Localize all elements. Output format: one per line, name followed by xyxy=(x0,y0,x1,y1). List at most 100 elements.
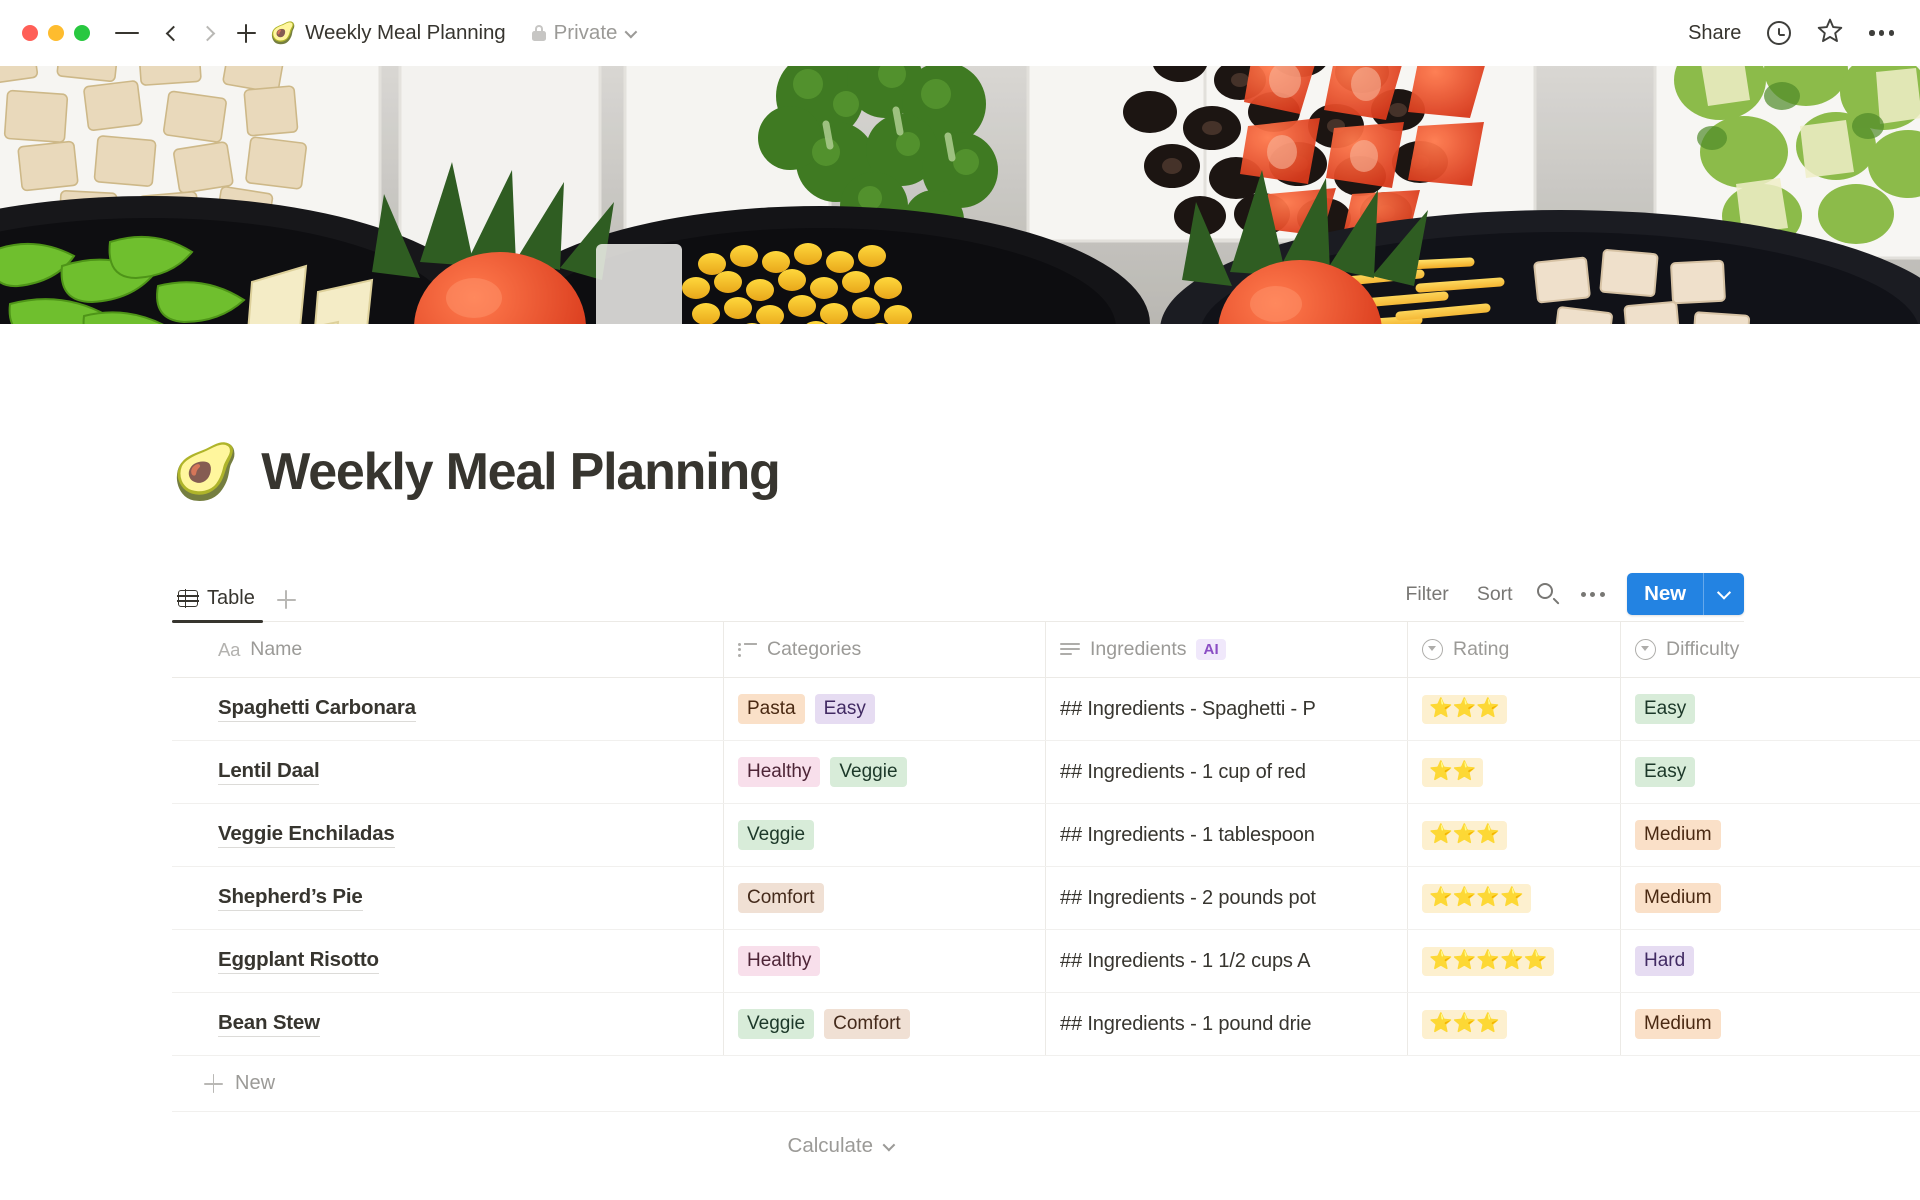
cell-ingredients[interactable]: ## Ingredients - 1 pound drie xyxy=(1046,993,1408,1056)
table-header-row: Aa Name Categories Ingredien xyxy=(172,622,1920,679)
record-title-link[interactable]: Eggplant Risotto xyxy=(218,948,379,975)
category-tag[interactable]: Veggie xyxy=(830,757,907,788)
cell-ingredients[interactable]: ## Ingredients - 1 tablespoon xyxy=(1046,804,1408,867)
cell-categories[interactable]: Healthy xyxy=(724,930,1046,993)
record-title-link[interactable]: Shepherd’s Pie xyxy=(218,885,363,912)
chevron-right-icon[interactable] xyxy=(190,16,224,50)
cell-name[interactable]: Eggplant Risotto xyxy=(204,930,724,993)
rating-tag[interactable]: ⭐⭐ xyxy=(1422,757,1484,787)
cell-categories[interactable]: Veggie xyxy=(724,804,1046,867)
privacy-selector[interactable]: Private xyxy=(531,21,638,45)
record-title-link[interactable]: Spaghetti Carbonara xyxy=(218,696,416,723)
share-button[interactable]: Share xyxy=(1688,21,1742,44)
cell-name[interactable]: Shepherd’s Pie xyxy=(204,867,724,930)
ingredients-text: ## Ingredients - 1 cup of red xyxy=(1060,760,1306,783)
cell-name[interactable]: Spaghetti Carbonara xyxy=(204,678,724,741)
category-tag[interactable]: Comfort xyxy=(738,883,824,914)
rating-tag[interactable]: ⭐⭐⭐⭐⭐ xyxy=(1422,946,1555,976)
ingredients-text: ## Ingredients - 1 tablespoon xyxy=(1060,823,1315,846)
category-tag[interactable]: Veggie xyxy=(738,820,815,851)
cell-name[interactable]: Bean Stew xyxy=(204,993,724,1056)
page-title[interactable]: Weekly Meal Planning xyxy=(261,442,781,501)
cell-name[interactable]: Veggie Enchiladas xyxy=(204,804,724,867)
category-tag[interactable]: Comfort xyxy=(824,1009,910,1040)
rating-tag[interactable]: ⭐⭐⭐ xyxy=(1422,820,1507,850)
cell-rating[interactable]: ⭐⭐⭐⭐ xyxy=(1408,867,1621,930)
page-body: 🥑 Weekly Meal Planning Table Filter Sort xyxy=(0,324,1920,1158)
cell-name[interactable]: Lentil Daal xyxy=(204,741,724,804)
tab-table[interactable]: Table xyxy=(172,587,263,623)
close-button[interactable] xyxy=(22,25,38,41)
cell-categories[interactable]: Pasta Easy xyxy=(724,678,1046,741)
cell-rating[interactable]: ⭐⭐⭐ xyxy=(1408,678,1621,741)
column-header-name[interactable]: Aa Name xyxy=(204,622,724,678)
add-view-button[interactable] xyxy=(267,590,306,621)
maximize-button[interactable] xyxy=(74,25,90,41)
cell-ingredients[interactable]: ## Ingredients - 1 1/2 cups A xyxy=(1046,930,1408,993)
row-gutter xyxy=(172,867,204,929)
column-header-ingredients[interactable]: Ingredients AI xyxy=(1046,622,1408,678)
cell-ingredients[interactable]: ## Ingredients - 1 cup of red xyxy=(1046,741,1408,804)
table-row[interactable]: Spaghetti Carbonara Pasta Easy ## Ingredien… xyxy=(172,678,1920,742)
category-tag[interactable]: Veggie xyxy=(738,1009,815,1040)
difficulty-tag[interactable]: Hard xyxy=(1635,946,1695,977)
breadcrumb-title[interactable]: Weekly Meal Planning xyxy=(305,21,506,44)
column-header-categories[interactable]: Categories xyxy=(724,622,1046,678)
calculate-button[interactable]: Calculate xyxy=(788,1134,896,1158)
minimize-button[interactable] xyxy=(48,25,64,41)
ellipsis-icon[interactable] xyxy=(1580,591,1606,597)
ellipsis-icon[interactable] xyxy=(1869,30,1894,36)
new-record-button[interactable]: New xyxy=(1627,573,1744,616)
difficulty-tag[interactable]: Medium xyxy=(1635,1009,1721,1040)
record-title-link[interactable]: Lentil Daal xyxy=(218,759,320,786)
cell-rating[interactable]: ⭐⭐⭐ xyxy=(1408,804,1621,867)
table-row[interactable]: Veggie Enchiladas Veggie ## Ingredients - … xyxy=(172,804,1920,868)
new-record-label: New xyxy=(1644,582,1686,606)
star-icon[interactable] xyxy=(1817,18,1843,48)
filter-button[interactable]: Filter xyxy=(1405,582,1449,605)
rating-tag[interactable]: ⭐⭐⭐ xyxy=(1422,1009,1507,1039)
difficulty-tag[interactable]: Easy xyxy=(1635,757,1696,788)
table-row[interactable]: Lentil Daal Healthy Veggie ## Ingredients -… xyxy=(172,741,1920,805)
table-row[interactable]: Bean Stew Veggie Comfort ## Ingredients - 1… xyxy=(172,993,1920,1057)
column-header-difficulty[interactable]: Difficulty xyxy=(1621,622,1920,677)
cell-difficulty[interactable]: Easy xyxy=(1621,678,1920,740)
clock-icon[interactable] xyxy=(1767,21,1792,45)
add-row-button[interactable]: New xyxy=(172,1056,1920,1113)
category-tag[interactable]: Easy xyxy=(814,694,875,725)
hamburger-icon[interactable] xyxy=(110,16,144,50)
cell-ingredients[interactable]: ## Ingredients - Spaghetti - P xyxy=(1046,678,1408,741)
record-title-link[interactable]: Veggie Enchiladas xyxy=(218,822,395,849)
difficulty-tag[interactable]: Medium xyxy=(1635,883,1721,914)
rating-tag[interactable]: ⭐⭐⭐ xyxy=(1422,694,1507,724)
plus-icon[interactable] xyxy=(228,15,264,51)
record-title-link[interactable]: Bean Stew xyxy=(218,1011,320,1038)
cell-categories[interactable]: Veggie Comfort xyxy=(724,993,1046,1056)
cell-difficulty[interactable]: Medium xyxy=(1621,867,1920,929)
search-icon[interactable] xyxy=(1536,583,1561,605)
select-icon xyxy=(1635,639,1656,661)
category-tag[interactable]: Pasta xyxy=(738,694,805,725)
sort-button[interactable]: Sort xyxy=(1476,582,1513,605)
cell-rating[interactable]: ⭐⭐⭐⭐⭐ xyxy=(1408,930,1621,993)
page-icon-emoji[interactable]: 🥑 xyxy=(172,442,240,503)
difficulty-tag[interactable]: Easy xyxy=(1635,694,1696,725)
table-row[interactable]: Shepherd’s Pie Comfort ## Ingredients - 2 … xyxy=(172,867,1920,931)
new-record-dropdown[interactable] xyxy=(1704,573,1744,615)
cell-difficulty[interactable]: Medium xyxy=(1621,993,1920,1055)
category-tag[interactable]: Healthy xyxy=(738,757,821,788)
cell-categories[interactable]: Healthy Veggie xyxy=(724,741,1046,804)
cell-difficulty[interactable]: Easy xyxy=(1621,741,1920,803)
rating-tag[interactable]: ⭐⭐⭐⭐ xyxy=(1422,883,1531,913)
column-header-rating[interactable]: Rating xyxy=(1408,622,1621,678)
cell-categories[interactable]: Comfort xyxy=(724,867,1046,930)
cell-difficulty[interactable]: Medium xyxy=(1621,804,1920,866)
cell-difficulty[interactable]: Hard xyxy=(1621,930,1920,992)
cell-rating[interactable]: ⭐⭐ xyxy=(1408,741,1621,804)
chevron-left-icon[interactable] xyxy=(156,16,190,50)
cell-rating[interactable]: ⭐⭐⭐ xyxy=(1408,993,1621,1056)
table-row[interactable]: Eggplant Risotto Healthy ## Ingredients - … xyxy=(172,930,1920,994)
cell-ingredients[interactable]: ## Ingredients - 2 pounds pot xyxy=(1046,867,1408,930)
difficulty-tag[interactable]: Medium xyxy=(1635,820,1721,851)
category-tag[interactable]: Healthy xyxy=(738,946,821,977)
